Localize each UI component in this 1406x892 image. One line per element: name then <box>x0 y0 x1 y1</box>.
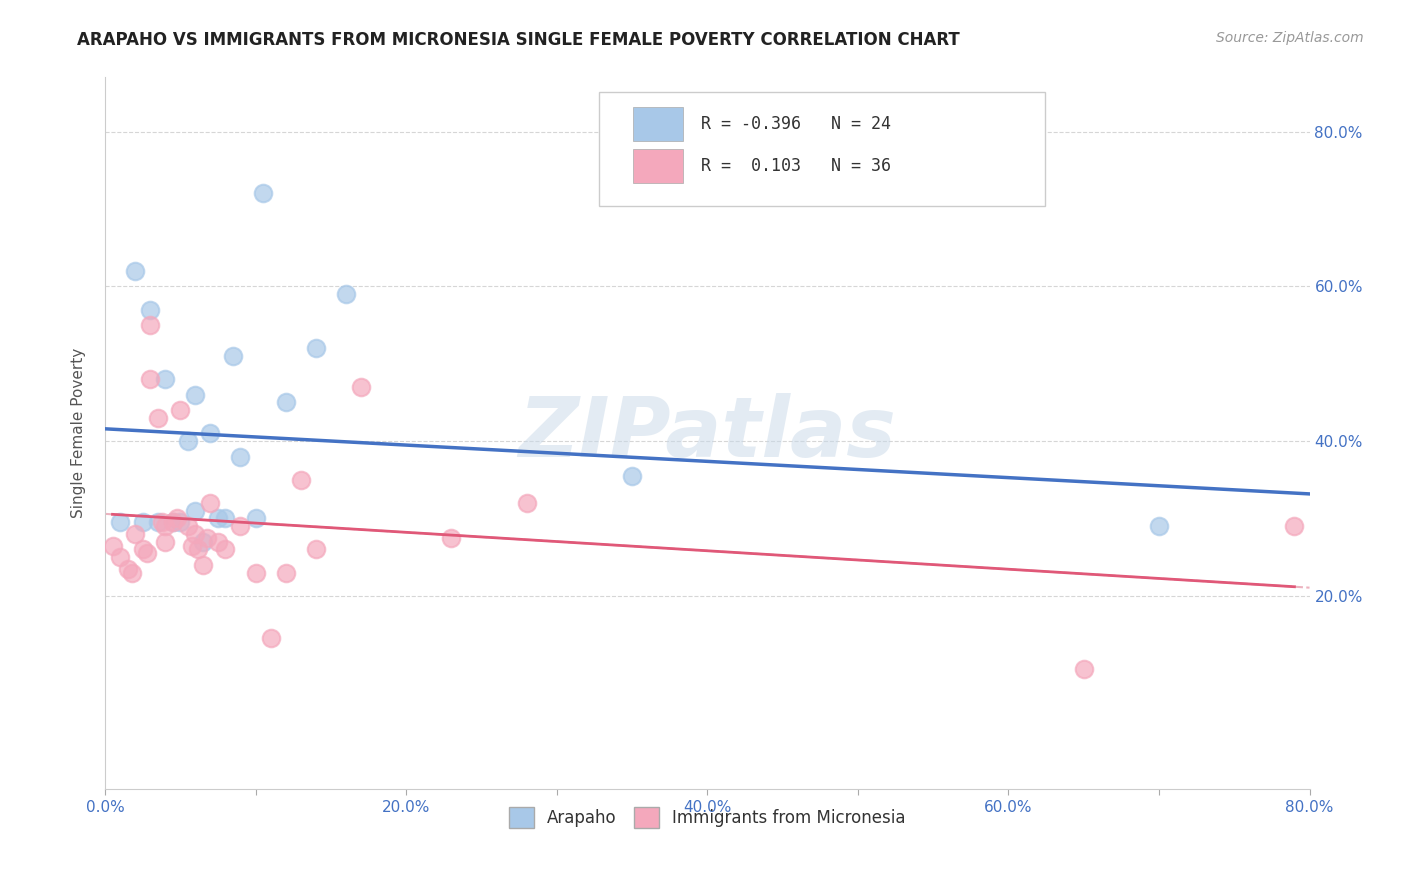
Point <box>1284 519 1306 533</box>
Point <box>146 516 169 530</box>
Point <box>136 546 159 560</box>
FancyBboxPatch shape <box>633 107 683 141</box>
Point <box>184 527 207 541</box>
Point <box>187 542 209 557</box>
Point <box>108 516 131 530</box>
Point <box>184 504 207 518</box>
Point <box>155 519 177 533</box>
Point <box>184 387 207 401</box>
Point <box>290 473 312 487</box>
Point <box>139 372 162 386</box>
Point <box>169 403 191 417</box>
Point <box>162 516 184 530</box>
Point <box>200 496 222 510</box>
Point <box>146 410 169 425</box>
Point <box>245 511 267 525</box>
Point <box>195 531 218 545</box>
Point <box>245 566 267 580</box>
Point <box>162 516 184 530</box>
Y-axis label: Single Female Poverty: Single Female Poverty <box>72 348 86 518</box>
Point <box>117 562 139 576</box>
Point <box>1073 662 1095 676</box>
Point <box>229 519 252 533</box>
Point <box>108 550 131 565</box>
Point <box>131 516 153 530</box>
Legend: Arapaho, Immigrants from Micronesia: Arapaho, Immigrants from Micronesia <box>502 801 912 834</box>
Text: R =  0.103   N = 36: R = 0.103 N = 36 <box>702 157 891 176</box>
Point <box>200 426 222 441</box>
Point <box>207 511 229 525</box>
FancyBboxPatch shape <box>599 92 1045 205</box>
Point <box>440 531 463 545</box>
Point <box>155 534 177 549</box>
Point <box>177 519 200 533</box>
Text: Source: ZipAtlas.com: Source: ZipAtlas.com <box>1216 31 1364 45</box>
Point <box>1147 519 1170 533</box>
Point <box>274 566 297 580</box>
Point <box>124 264 146 278</box>
Point <box>166 511 188 525</box>
Point <box>516 496 538 510</box>
Point <box>335 287 357 301</box>
Point <box>191 534 214 549</box>
FancyBboxPatch shape <box>633 149 683 184</box>
Point <box>214 542 236 557</box>
Point <box>177 434 200 448</box>
Point <box>305 542 328 557</box>
Point <box>252 186 274 201</box>
Point <box>222 349 245 363</box>
Point <box>124 527 146 541</box>
Point <box>214 511 236 525</box>
Point <box>155 372 177 386</box>
Point <box>207 534 229 549</box>
Point <box>305 341 328 355</box>
Point <box>169 516 191 530</box>
Text: ARAPAHO VS IMMIGRANTS FROM MICRONESIA SINGLE FEMALE POVERTY CORRELATION CHART: ARAPAHO VS IMMIGRANTS FROM MICRONESIA SI… <box>77 31 960 49</box>
Point <box>131 542 153 557</box>
Point <box>150 516 173 530</box>
Point <box>139 302 162 317</box>
Point <box>350 380 373 394</box>
Point <box>620 469 643 483</box>
Point <box>121 566 143 580</box>
Text: ZIPatlas: ZIPatlas <box>519 392 896 474</box>
Point <box>101 539 124 553</box>
Point <box>259 632 281 646</box>
Point <box>191 558 214 572</box>
Point <box>181 539 204 553</box>
Text: R = -0.396   N = 24: R = -0.396 N = 24 <box>702 115 891 133</box>
Point <box>139 318 162 332</box>
Point <box>274 395 297 409</box>
Point <box>229 450 252 464</box>
